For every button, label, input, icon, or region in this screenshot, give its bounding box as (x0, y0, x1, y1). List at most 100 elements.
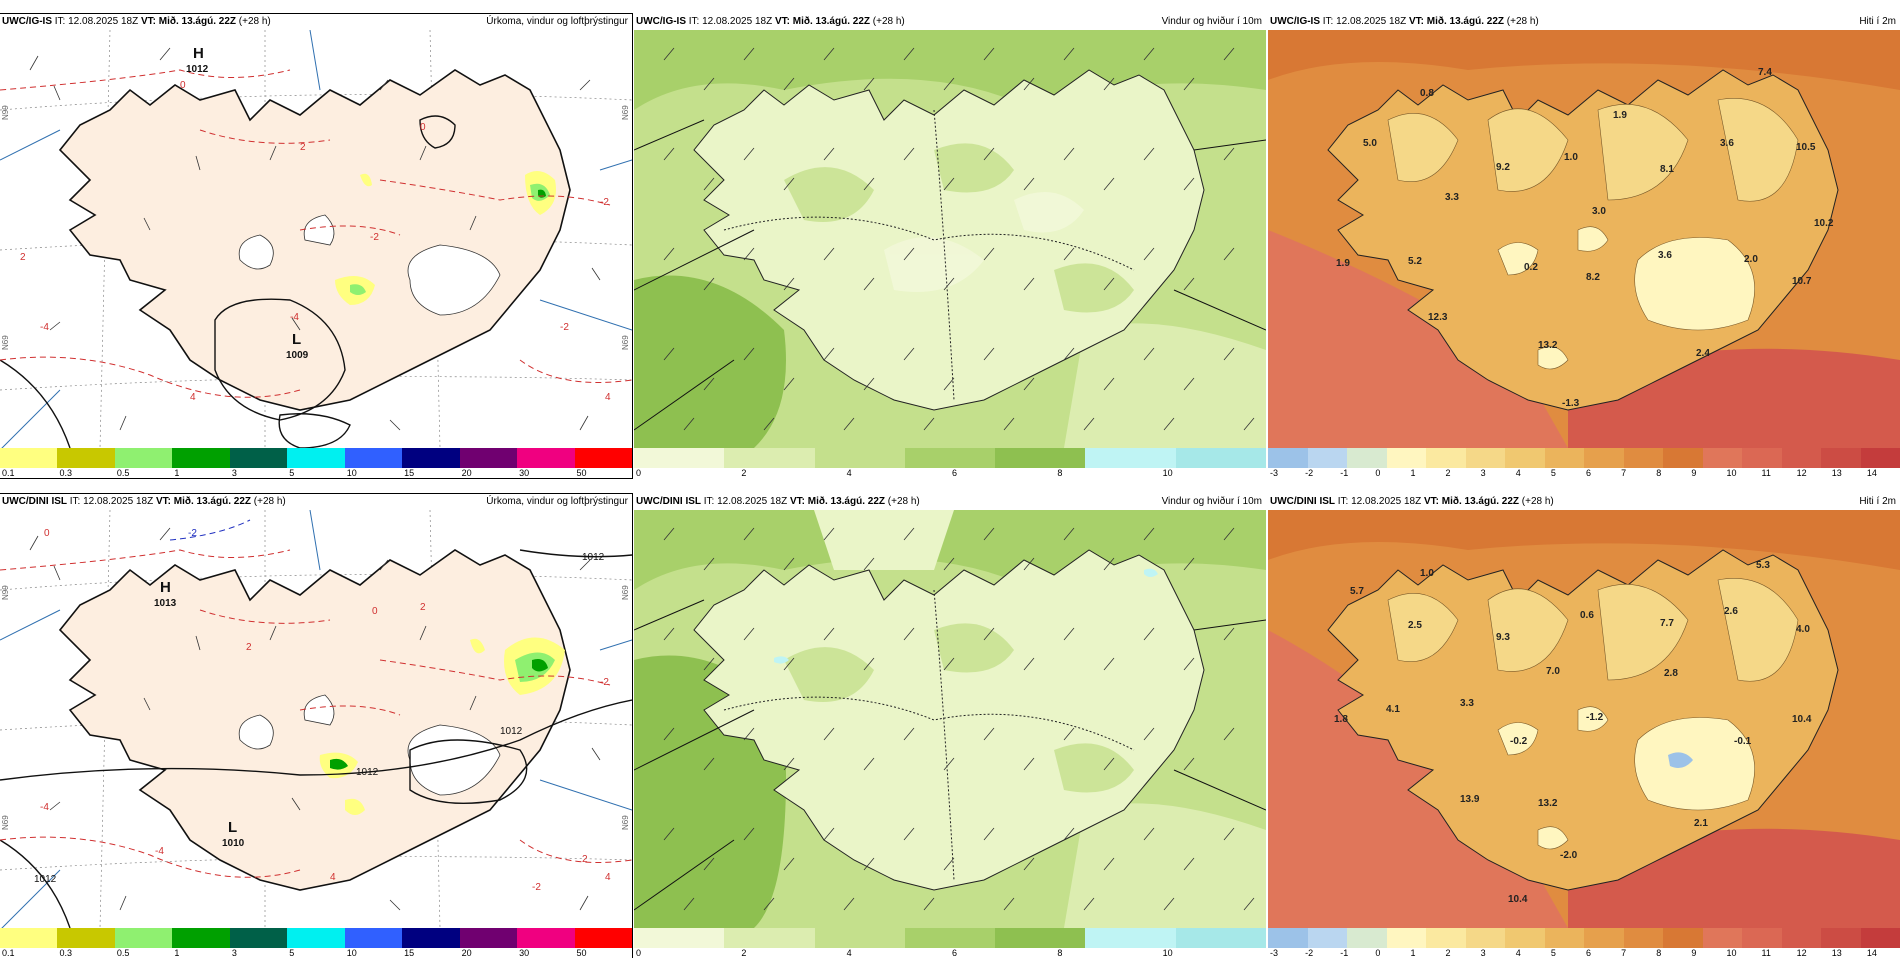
colorbar-tick: 3 (1481, 468, 1486, 478)
valid-time: Mið. 13.ágú. 22Z (793, 16, 870, 27)
colorbar-tick: -1 (1340, 468, 1348, 478)
panel-title: Vindur og hviður í 10m (1162, 494, 1262, 510)
colorbar-tick: 0.3 (59, 468, 72, 478)
colorbar-swatch (1545, 448, 1585, 468)
colorbar-swatch (287, 928, 345, 948)
colorbar-swatch (1387, 928, 1427, 948)
gridline-label: N69 (1, 815, 10, 830)
high-pressure-value: 1012 (186, 64, 209, 75)
colorbar-tick: 0.1 (2, 468, 15, 478)
temp-value: 12.3 (1428, 312, 1448, 323)
colorbar-swatch (1176, 928, 1266, 948)
valid-time: Mið. 13.ágú. 22Z (174, 496, 251, 507)
temp-value: 7.7 (1660, 618, 1674, 629)
wind-panel-1: UWC/IG-IS IT: 12.08.2025 18Z VT: Mið. 13… (634, 14, 1266, 478)
isotherm-label: 0 (372, 606, 378, 617)
gridline-label: N99 (1, 585, 10, 600)
colorbar-swatch (345, 448, 403, 468)
precip-panel-2: UWC/DINI ISL IT: 12.08.2025 18Z VT: Mið.… (0, 494, 632, 958)
isotherm-label: 2 (420, 602, 426, 613)
temp-map: 0.8 7.4 5.0 1.9 3.6 10.5 1.0 9.2 8.1 3.3… (1268, 30, 1900, 448)
temp-value: 2.0 (1744, 254, 1758, 265)
colorbar-swatch (460, 448, 518, 468)
colorbar-swatch (1347, 928, 1387, 948)
lead-time: (+28 h) (888, 496, 920, 507)
isotherm-label: 2 (582, 854, 588, 865)
colorbar-swatch (172, 928, 230, 948)
colorbar-tick: -2 (1305, 468, 1313, 478)
colorbar-swatch (1085, 928, 1176, 948)
colorbar-tick: 50 (577, 468, 587, 478)
colorbar-swatch (1426, 448, 1466, 468)
panel-header: UWC/DINI ISL IT: 12.08.2025 18Z VT: Mið.… (634, 494, 1266, 510)
colorbar-swatch (1085, 448, 1176, 468)
panel-title: Hiti í 2m (1859, 14, 1896, 30)
temp-value: 4.0 (1796, 624, 1810, 635)
temp-value: -2.0 (1560, 850, 1578, 861)
gridline-label: N69 (621, 335, 630, 350)
colorbar-swatch (1703, 928, 1743, 948)
gridline-label: N99 (1, 105, 10, 120)
colorbar-swatch (517, 928, 575, 948)
colorbar-swatch (1545, 928, 1585, 948)
colorbar-tick: 20 (462, 468, 472, 478)
colorbar-swatch (0, 448, 58, 468)
high-pressure-letter: H (193, 45, 204, 62)
temp-value: 0.6 (1580, 610, 1594, 621)
colorbar-tick: -3 (1270, 468, 1278, 478)
valid-time: Mið. 13.ágú. 22Z (1442, 496, 1519, 507)
colorbar-swatch (1308, 448, 1348, 468)
colorbar-swatch (230, 448, 288, 468)
colorbar-tick: 5 (1551, 468, 1556, 478)
low-pressure-letter: L (292, 331, 301, 348)
isotherm-label: -4 (40, 322, 49, 333)
model-name: UWC/IG-IS (636, 16, 686, 27)
colorbar-swatch (1782, 448, 1822, 468)
panel-header: UWC/IG-IS IT: 12.08.2025 18Z VT: Mið. 13… (1268, 14, 1900, 30)
colorbar-tick: 8 (1057, 468, 1062, 478)
temp-value: 7.4 (1758, 67, 1772, 78)
colorbar-swatch (1505, 928, 1545, 948)
wind-map (634, 510, 1266, 928)
lead-time: (+28 h) (1507, 16, 1539, 27)
wind-panel-2: UWC/DINI ISL IT: 12.08.2025 18Z VT: Mið.… (634, 494, 1266, 958)
panel-title: Úrkoma, vindur og loftþrýstingur (486, 494, 628, 510)
colorbar-tick: 4 (847, 468, 852, 478)
colorbar-swatch (1782, 928, 1822, 948)
colorbar-swatch (724, 448, 815, 468)
colorbar-tick: 2 (741, 468, 746, 478)
isotherm-label: -2 (560, 322, 569, 333)
isotherm-label: -2 (532, 882, 541, 893)
panel-header: UWC/DINI ISL IT: 12.08.2025 18Z VT: Mið.… (1268, 494, 1900, 510)
temp-value: 3.6 (1720, 138, 1734, 149)
temp-value: 5.7 (1350, 586, 1364, 597)
model-name: UWC/DINI ISL (2, 496, 67, 507)
isotherm-label: 4 (330, 872, 336, 883)
init-time: IT: 12.08.2025 18Z (689, 16, 772, 27)
isotherm-label: -2 (370, 232, 379, 243)
isotherm-label: 4 (605, 872, 611, 883)
temp-map: 1.0 5.3 5.7 0.6 2.6 2.5 9.3 7.7 4.0 7.0 … (1268, 510, 1900, 928)
colorbar-swatch (575, 928, 632, 948)
temp-value: 8.2 (1586, 272, 1600, 283)
valid-label: VT: (790, 496, 805, 507)
colorbar-swatch (995, 448, 1086, 468)
isotherm-label: 0 (44, 528, 50, 539)
colorbar-swatch (1347, 448, 1387, 468)
temp-value: 1.9 (1336, 258, 1350, 269)
init-time: IT: 12.08.2025 18Z (1338, 496, 1421, 507)
temp-value: 13.9 (1460, 794, 1480, 805)
colorbar-swatch (1387, 448, 1427, 468)
isobar-label: 1012 (356, 767, 379, 778)
valid-time: Mið. 13.ágú. 22Z (1427, 16, 1504, 27)
lead-time: (+28 h) (254, 496, 286, 507)
colorbar-tick: 6 (1586, 468, 1591, 478)
colorbar-swatch (1703, 448, 1743, 468)
model-name: UWC/DINI ISL (636, 496, 701, 507)
colorbar-swatch (1663, 928, 1703, 948)
colorbar-swatch (575, 448, 632, 468)
temp-value: 7.0 (1546, 666, 1560, 677)
